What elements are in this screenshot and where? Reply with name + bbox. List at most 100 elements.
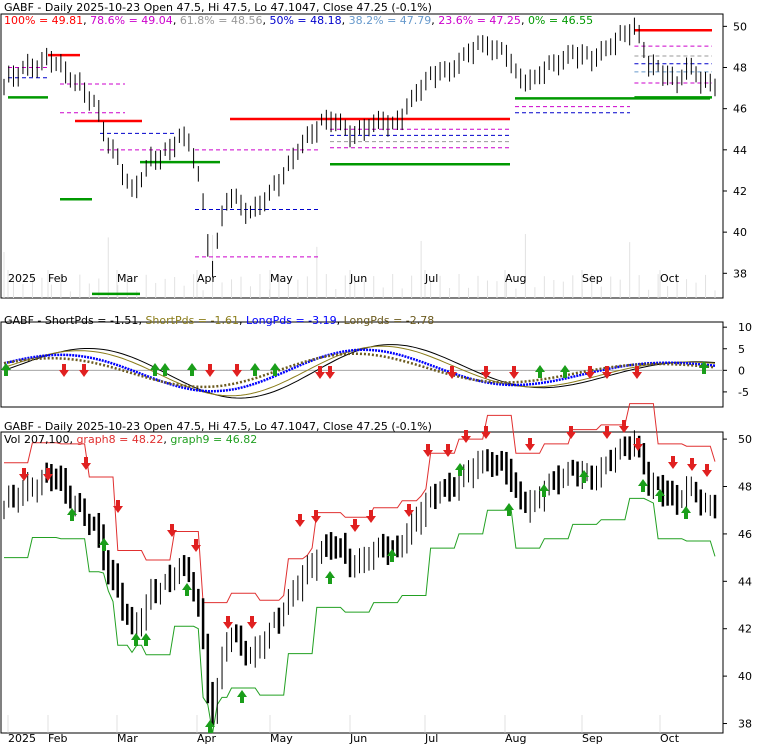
x-tick-label: Feb [48,732,67,745]
buy-arrow [250,363,260,376]
x-tick-label: Jul [424,732,438,745]
sell-arrow [447,366,457,379]
longpds-2-label: LongPds = -2.78 [344,314,435,327]
sell-arrow [311,510,321,523]
shortpds-2-line [3,345,716,397]
sell-arrow [191,539,201,552]
longpds-line [3,348,716,393]
y-tick-label: 38 [738,718,752,731]
graph9-line [4,497,716,734]
sell-arrow [668,456,678,469]
x-tick-label: Jun [349,272,367,285]
shortpds-line [3,344,716,399]
sell-arrow [633,438,643,451]
y-tick-label: 48 [733,62,747,75]
price-panel-frame [0,13,724,299]
sell-arrow [461,430,471,443]
x-tick-label: Apr [197,732,217,745]
buy-arrow [638,479,648,492]
y-tick-label: 42 [733,185,747,198]
x-tick-label: Aug [505,732,526,745]
sell-arrow [525,438,535,451]
buy-arrow [67,508,77,521]
buy-arrow [535,365,545,378]
y-tick-label: 48 [738,481,752,494]
buy-arrow [205,720,215,733]
sell-arrow [423,444,433,457]
sell-arrow [366,510,376,523]
buy-arrow [131,633,141,646]
buy-arrow [182,583,192,596]
x-tick-label: Mar [117,732,138,745]
sell-arrow [404,504,414,517]
volume-label: Vol 207,100 [4,433,69,446]
oscillator-panel-frame [0,321,724,408]
sell-arrow [509,366,519,379]
fib-100-label: 100% = 49.81 [4,14,83,27]
fib-618-label: 61.8% = 48.56 [180,14,263,27]
buy-arrow [504,503,514,516]
buy-arrow [160,363,170,376]
y-tick-label: 0 [738,364,745,377]
band-panel-title: GABF - Daily 2025-10-23 Open 47.5, Hi 47… [4,420,432,433]
graph9-label: graph9 = 46.82 [170,433,257,446]
sell-arrow [481,366,491,379]
buy-arrow [150,363,160,376]
sell-arrow [702,464,712,477]
buy-arrow [681,506,691,519]
y-tick-label: 42 [738,623,752,636]
sell-arrow [687,458,697,471]
sell-arrow [350,519,360,532]
longpds-1-label: LongPds = -3.19 [246,314,337,327]
sell-arrow [295,514,305,527]
buy-arrow [187,363,197,376]
sell-arrow [223,616,233,629]
buy-arrow [655,489,665,502]
x-tick-label: Aug [505,272,526,285]
x-tick-label: Oct [660,732,680,745]
fib-legend: 100% = 49.81, 78.6% = 49.04, 61.8% = 48.… [4,14,593,27]
shortpds-2-label: ShortPds = -1.61 [145,314,239,327]
buy-arrow [99,538,109,551]
buy-arrow [270,363,280,376]
y-tick-label: 38 [733,267,747,280]
sell-arrow [247,616,257,629]
x-tick-label: Mar [117,272,138,285]
sell-arrow [19,468,29,481]
buy-arrow [699,361,709,374]
sell-arrow [619,420,629,433]
x-tick-label: Apr [197,272,217,285]
sell-arrow [325,366,335,379]
graph8-line [4,403,716,604]
buy-arrow [387,549,397,562]
shortpds-1-label: GABF - ShortPds = -1.51 [4,314,138,327]
x-tick-label: May [270,272,293,285]
fib-0-label: 0% = 46.55 [528,14,593,27]
sell-arrow [632,366,642,379]
band-legend: Vol 207,100, graph8 = 48.22, graph9 = 46… [4,433,257,446]
x-tick-label: Jun [349,732,367,745]
buy-arrow [325,571,335,584]
x-tick-label: Sep [582,272,603,285]
sell-arrow [566,426,576,439]
sell-arrow [113,500,123,513]
y-tick-label: 50 [733,20,747,33]
fib-786-label: 78.6% = 49.04 [90,14,173,27]
buy-arrow [1,363,11,376]
longpds-2-line [3,352,716,389]
y-tick-label: 44 [738,575,752,588]
sell-arrow [443,444,453,457]
x-tick-label: Sep [582,732,603,745]
buy-arrow [455,463,465,476]
buy-arrow [560,365,570,378]
sell-arrow [59,364,69,377]
price-panel-title: GABF - Daily 2025-10-23 Open 47.5, Hi 47… [4,1,432,14]
sell-arrow [43,468,53,481]
y-tick-label: 40 [733,226,747,239]
fib-236-label: 23.6% = 47.25 [438,14,521,27]
band-panel-frame [0,431,724,734]
buy-arrow [141,633,151,646]
sell-arrow [481,426,491,439]
